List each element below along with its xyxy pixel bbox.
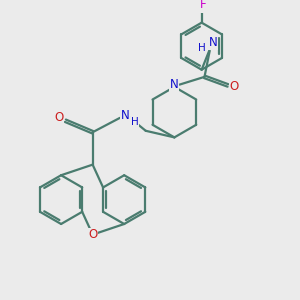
Text: O: O [88,228,97,241]
Text: F: F [200,0,206,11]
Text: N: N [170,78,179,91]
Text: N: N [209,36,218,49]
Text: H: H [131,117,139,127]
Text: H: H [198,43,206,52]
Text: O: O [230,80,239,93]
Text: N: N [121,109,129,122]
Text: O: O [55,111,64,124]
